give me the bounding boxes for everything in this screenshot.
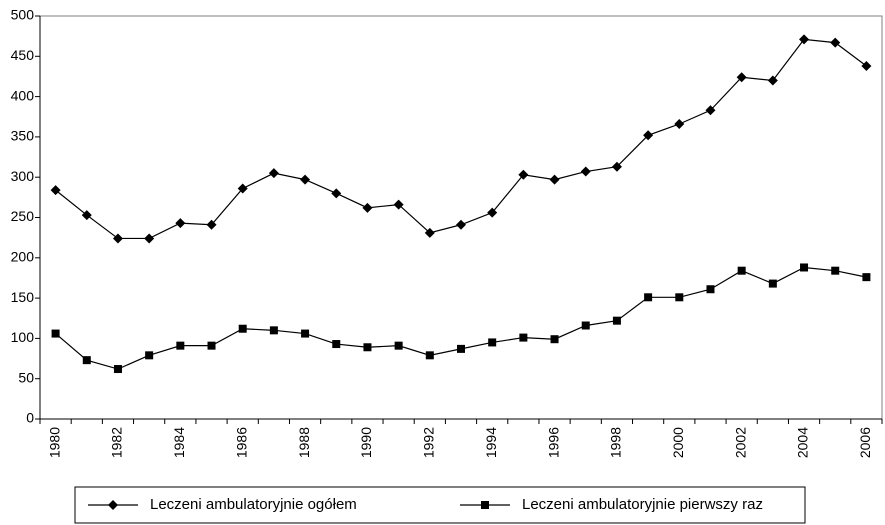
series-line [55,266,867,370]
data-point [206,219,217,230]
data-point [644,293,653,302]
x-tick-label: 1986 [233,427,249,458]
data-point [580,166,591,177]
data-point [144,233,155,244]
data-point [831,266,840,275]
data-point [393,199,404,210]
legend-box [74,486,806,524]
series-line [55,38,867,240]
data-point [674,119,685,130]
x-tick-label: 1988 [296,427,312,458]
data-point [612,316,621,325]
data-point [145,351,154,360]
y-tick-label: 300 [11,168,35,184]
data-point [581,321,590,330]
data-point [737,266,746,275]
data-point [268,168,279,179]
data-point [113,365,122,374]
data-point [332,340,341,349]
data-point [518,169,529,180]
x-tick-label: 1982 [109,427,125,458]
data-point [705,105,716,116]
y-tick-label: 200 [11,249,35,265]
data-point [269,326,278,335]
data-point [207,341,216,350]
x-tick-label: 1990 [358,427,374,458]
y-tick-label: 0 [26,410,34,426]
data-point [82,356,91,365]
x-tick-label: 1984 [171,427,187,458]
legend-marker [108,500,118,510]
data-point [549,174,560,185]
x-tick-label: 2002 [732,427,748,458]
data-point [394,341,403,350]
y-tick-label: 250 [11,208,35,224]
y-tick-label: 500 [11,7,35,23]
x-tick-label: 2000 [670,427,686,458]
data-point [862,273,871,282]
data-point [363,343,372,352]
x-tick-label: 1998 [608,427,624,458]
x-tick-label: 1996 [545,427,561,458]
data-point [488,338,497,347]
data-point [643,130,654,141]
y-tick-label: 350 [11,128,35,144]
x-tick-label: 1980 [46,427,62,458]
data-point [362,202,373,213]
data-point [456,219,466,230]
data-point [300,174,311,185]
y-tick-label: 450 [11,47,35,63]
data-point [706,285,715,294]
x-tick-label: 1992 [421,427,437,458]
data-point [799,34,810,45]
data-point [176,341,185,350]
data-point [861,60,872,71]
x-tick-label: 2006 [857,427,873,458]
data-point [519,333,528,342]
y-tick-label: 50 [18,369,34,385]
data-point [238,324,247,333]
data-point [301,329,310,338]
legend-marker [481,501,489,509]
x-tick-label: 2004 [795,427,811,458]
data-point [50,185,61,196]
y-tick-label: 400 [11,87,35,103]
data-point [768,279,777,288]
data-point [487,207,498,218]
data-point [550,335,559,344]
data-point [424,227,435,238]
data-point [767,75,778,86]
plot-area [39,15,883,420]
data-point [81,210,92,221]
data-point [425,351,434,360]
y-tick-label: 150 [11,289,35,305]
data-point [51,329,60,338]
data-point [611,161,622,172]
y-tick-label: 100 [11,329,35,345]
legend-label: Leczeni ambulatoryjnie ogółem [150,496,357,513]
data-point [675,293,684,302]
x-tick-label: 1994 [483,427,499,458]
legend-label: Leczeni ambulatoryjnie pierwszy raz [522,496,763,513]
data-point [237,183,248,194]
data-point [175,218,186,229]
data-point [830,37,841,48]
data-point [800,263,809,272]
data-point [331,188,342,199]
data-point [457,344,465,353]
data-point [736,72,747,83]
data-point [112,233,123,244]
